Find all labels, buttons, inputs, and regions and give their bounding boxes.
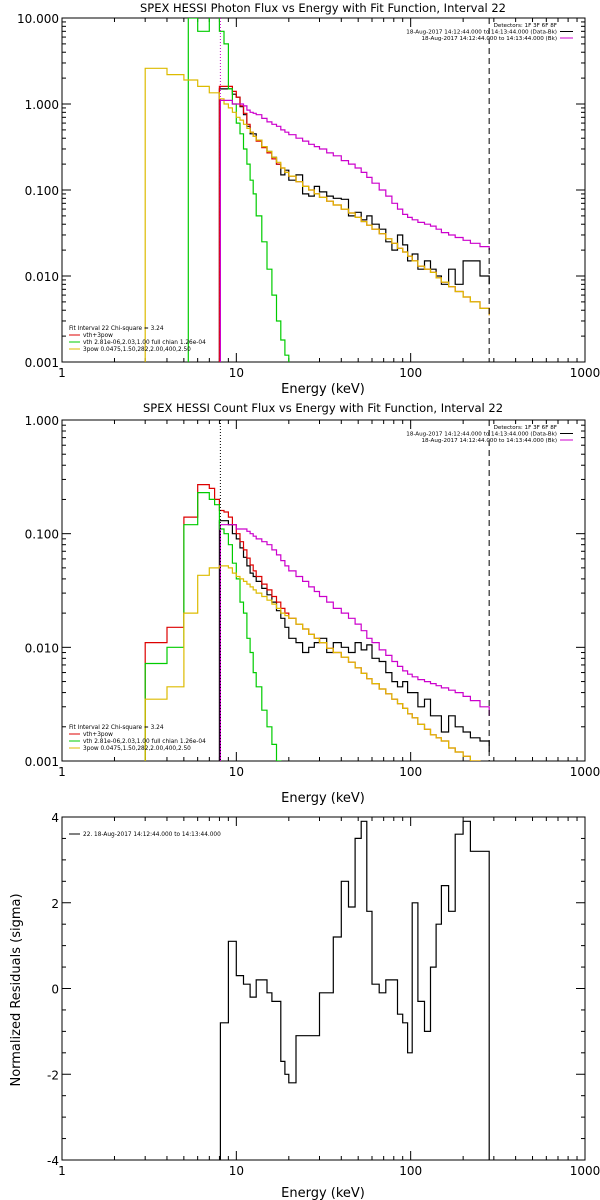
series-line [219,820,490,1160]
y-tick-label: 0.100 [25,528,59,542]
legend-left-entry: vth 2.81e-06,2.03,1.00 full chian 1.26e-… [83,340,206,346]
legend-left-entry: 3pow 0.0475,1.50,282,2.00,400,2.50 [83,746,191,752]
photon-flux-title: SPEX HESSI Photon Flux vs Energy with Fi… [140,1,506,15]
x-tick-label: 10 [229,1164,244,1178]
x-tick-label: 1000 [570,765,600,779]
y-tick-label: 1.000 [25,414,59,428]
legend-right-entry: 18-Aug-2017 14:12:44.000 to 14:13:44.000… [421,438,557,444]
y-tick-label: 0 [51,983,59,997]
x-tick-label: 100 [399,1164,422,1178]
residuals-xlabel: Energy (keV) [281,1186,365,1200]
y-tick-label: 4 [51,811,59,825]
y-tick-label: 2 [51,897,59,911]
y-tick-label: -4 [47,1154,59,1168]
y-tick-label: -2 [47,1068,59,1082]
y-tick-label: 0.001 [25,755,59,769]
count-flux-xlabel: Energy (keV) [281,791,365,806]
y-tick-label: 10.000 [17,12,59,26]
series-line [144,565,481,761]
series-line [219,99,490,362]
series-line [218,88,490,362]
x-tick-label: 1 [58,1164,66,1178]
count-flux-panel: SPEX HESSI Count Flux vs Energy with Fit… [25,401,600,806]
legend-left-entry: Fit Interval 22 Chi-square = 3.24 [69,725,164,731]
legend-right-entry: 18-Aug-2017 14:12:44.000 to 14:13:44.000… [406,30,557,36]
x-tick-label: 10 [229,366,244,380]
x-tick-label: 1 [58,366,66,380]
series-group [219,820,490,1160]
x-tick-label: 1 [58,765,66,779]
y-tick-label: 0.010 [25,641,59,655]
y-tick-label: 0.010 [25,270,59,284]
legend-left-entry: 3pow 0.0475,1.50,282,2.00,400,2.50 [83,347,191,353]
legend-right-entry: Detectors: 1F 3F 6F 8F [494,23,557,29]
x-tick-label: 100 [399,366,422,380]
series-group [144,484,490,761]
legend-left-entry: Fit Interval 22 Chi-square = 3.24 [69,326,164,332]
series-line [144,67,490,362]
legend-left-entry: vth+3pow [83,333,113,339]
legend-left-entry: vth+3pow [83,732,113,738]
legend-right-entry: 18-Aug-2017 14:12:44.000 to 14:13:44.000… [421,36,557,42]
plot-frame [61,17,586,363]
legend-right-entry: 18-Aug-2017 14:12:44.000 to 14:13:44.000… [406,432,557,438]
series-line [218,520,490,761]
y-tick-label: 1.000 [25,98,59,112]
legend-left-entry: 22. 18-Aug-2017 14:12:44.000 to 14:13:44… [83,832,221,838]
legend-left-entry: vth 2.81e-06,2.03,1.00 full chian 1.26e-… [83,739,206,745]
series-line [187,18,290,362]
y-tick-label: 0.100 [25,184,59,198]
series-line [144,492,282,761]
plot-frame [61,419,586,762]
y-tick-label: 0.001 [25,356,59,370]
x-tick-label: 10 [229,765,244,779]
photon-flux-panel: SPEX HESSI Photon Flux vs Energy with Fi… [17,1,600,397]
residuals-panel: Energy (keV) Normalized Residuals (sigma… [9,811,600,1200]
series-group [144,18,490,362]
plot-frame [61,816,586,1161]
legend-right-entry: Detectors: 1F 3F 6F 8F [494,425,557,431]
series-line [218,85,490,362]
residuals-ylabel: Normalized Residuals (sigma) [9,893,24,1086]
x-tick-label: 100 [399,765,422,779]
photon-flux-xlabel: Energy (keV) [281,382,365,397]
series-line [144,484,481,761]
x-tick-label: 1000 [570,366,600,380]
count-flux-title: SPEX HESSI Count Flux vs Energy with Fit… [143,401,503,415]
x-tick-label: 1000 [570,1164,600,1178]
series-line [219,524,490,761]
